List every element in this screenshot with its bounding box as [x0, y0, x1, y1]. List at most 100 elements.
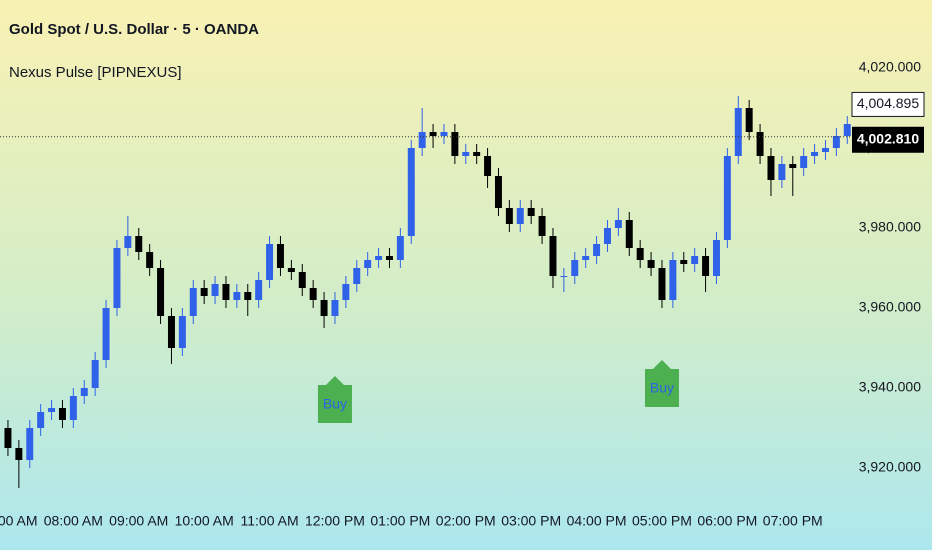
- candle-body: [789, 164, 797, 168]
- x-tick-label: 03:00 PM: [501, 513, 561, 529]
- candle-body: [756, 132, 764, 156]
- candle-body: [342, 284, 350, 300]
- candle-body: [571, 260, 579, 276]
- chart-title: Gold Spot / U.S. Dollar · 5 · OANDA: [9, 21, 259, 38]
- x-tick-label: 06:00 PM: [697, 513, 757, 529]
- candle-body: [91, 360, 99, 388]
- candle-body: [647, 260, 655, 268]
- candle-body: [113, 248, 121, 308]
- candle-body: [80, 388, 88, 396]
- candle-body: [593, 244, 601, 256]
- current-price-label: 4,002.810: [857, 130, 919, 146]
- candle-body: [211, 284, 219, 296]
- candle-body: [702, 256, 710, 276]
- candle-body: [48, 408, 56, 412]
- x-tick-label: 07:00 AM: [0, 513, 38, 529]
- candle-body: [767, 156, 775, 180]
- candle-body: [527, 208, 535, 216]
- candle-body: [669, 260, 677, 300]
- y-tick-label: 4,020.000: [859, 59, 921, 75]
- candle-body: [418, 132, 426, 148]
- x-tick-label: 11:00 AM: [241, 513, 299, 529]
- x-tick-label: 01:00 PM: [370, 513, 430, 529]
- candle-body: [538, 216, 546, 236]
- candle-body: [680, 260, 688, 264]
- candle-body: [233, 292, 241, 300]
- candle-body: [157, 268, 165, 316]
- candle-body: [658, 268, 666, 300]
- candle-body: [255, 280, 263, 300]
- signal-marker: [317, 376, 352, 423]
- candle-body: [625, 220, 633, 248]
- candle-body: [222, 284, 230, 300]
- x-tick-label: 09:00 AM: [109, 513, 168, 529]
- buy-signal: Buy: [644, 360, 679, 407]
- x-tick-label: 07:00 PM: [763, 513, 823, 529]
- candle-body: [811, 152, 819, 156]
- y-tick-label: 3,960.000: [859, 299, 921, 315]
- candle-body: [364, 260, 372, 268]
- candle-body: [26, 428, 34, 460]
- candle-body: [712, 240, 720, 276]
- candle-body: [375, 256, 383, 260]
- candle-body: [276, 244, 284, 268]
- candle-body: [331, 300, 339, 316]
- candle-body: [102, 308, 110, 360]
- y-tick-label: 3,920.000: [859, 459, 921, 475]
- candle-body: [37, 412, 45, 428]
- candle-body: [385, 256, 393, 260]
- candle-body: [69, 396, 77, 420]
- x-tick-label: 12:00 PM: [305, 513, 365, 529]
- candle-body: [287, 268, 295, 272]
- candle-body: [124, 236, 132, 248]
- x-tick-label: 10:00 AM: [175, 513, 234, 529]
- candle-body: [244, 292, 252, 300]
- candle-body: [549, 236, 557, 276]
- candle-body: [560, 276, 568, 277]
- candle-body: [832, 136, 840, 148]
- candle-body: [636, 248, 644, 260]
- price-label: 4,004.895: [857, 95, 919, 111]
- candle-body: [429, 132, 437, 136]
- candle-body: [189, 288, 197, 316]
- candle-body: [821, 148, 829, 152]
- current-price-box: [852, 126, 924, 153]
- candle-body: [516, 208, 524, 224]
- candle-body: [462, 152, 470, 156]
- x-tick-label: 05:00 PM: [632, 513, 692, 529]
- buy-signal: Buy: [317, 376, 352, 423]
- candle-body: [200, 288, 208, 296]
- candle-body: [58, 408, 66, 420]
- candle-body: [15, 448, 23, 460]
- y-tick-label: 3,980.000: [859, 219, 921, 235]
- signal-marker: [644, 360, 679, 407]
- candle-body: [494, 176, 502, 208]
- candle-body: [582, 256, 590, 260]
- signal-label: Buy: [323, 396, 347, 412]
- candle-body: [353, 268, 361, 284]
- candle-body: [603, 228, 611, 244]
- candle-body: [614, 220, 622, 228]
- candle-body: [146, 252, 154, 268]
- candle-body: [473, 152, 481, 156]
- candle-body: [178, 316, 186, 348]
- candle-body: [135, 236, 143, 252]
- candle-body: [266, 244, 274, 280]
- candle-body: [843, 124, 851, 136]
- candle-body: [407, 148, 415, 236]
- candle-body: [691, 256, 699, 264]
- candle-body: [451, 132, 459, 156]
- x-tick-label: 08:00 AM: [44, 513, 103, 529]
- candle-body: [778, 164, 786, 180]
- x-tick-label: 02:00 PM: [436, 513, 496, 529]
- candle-body: [745, 108, 753, 132]
- y-tick-label: 3,940.000: [859, 379, 921, 395]
- candle-body: [320, 300, 328, 316]
- candle-body: [734, 108, 742, 156]
- x-tick-label: 04:00 PM: [567, 513, 627, 529]
- candle-body: [396, 236, 404, 260]
- signal-label: Buy: [650, 380, 674, 396]
